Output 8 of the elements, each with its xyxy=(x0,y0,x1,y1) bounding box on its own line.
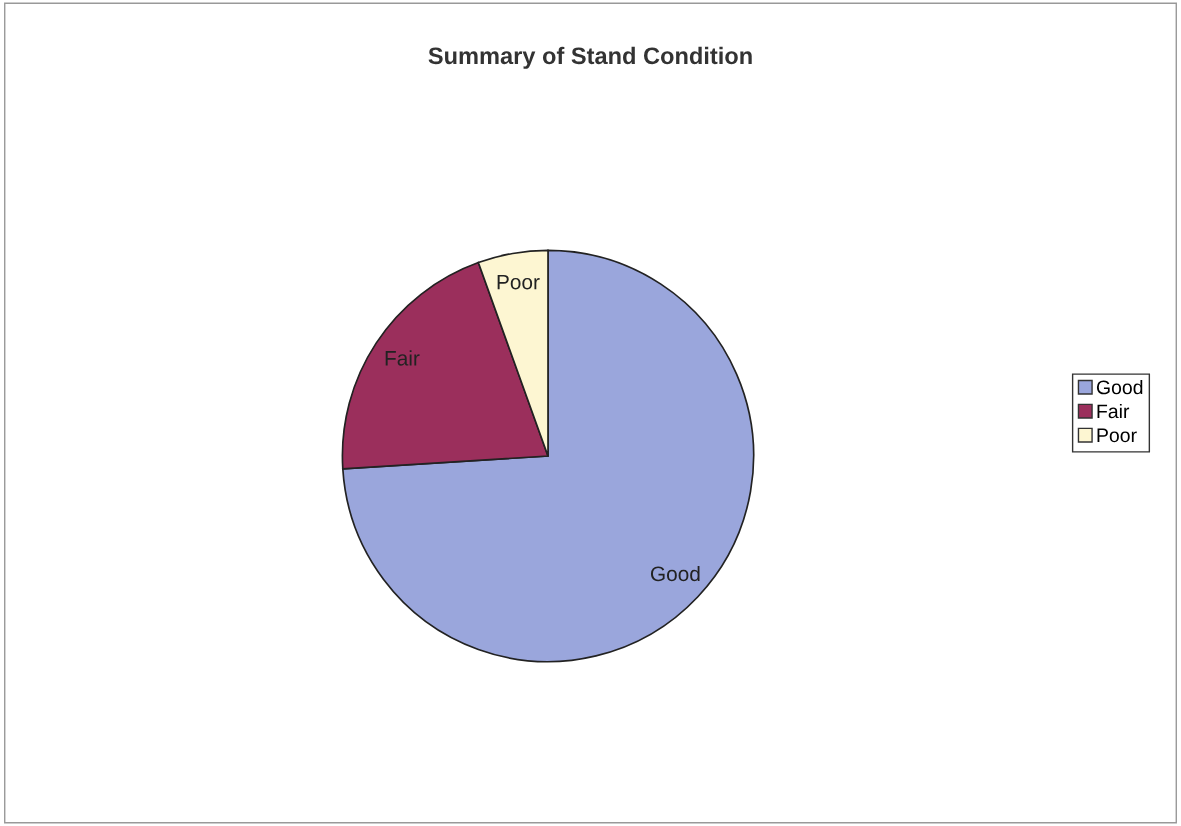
slice-label: Good xyxy=(650,565,700,582)
chart-title: Summary of Stand Condition xyxy=(428,46,752,69)
slice-label: Poor xyxy=(497,274,540,290)
slice-label: Fair xyxy=(385,350,420,366)
legend-label: Fair xyxy=(1097,403,1130,419)
legend-label: Good xyxy=(1096,379,1143,395)
pie-slice xyxy=(341,249,755,663)
legend-label: Poor xyxy=(1097,428,1137,443)
